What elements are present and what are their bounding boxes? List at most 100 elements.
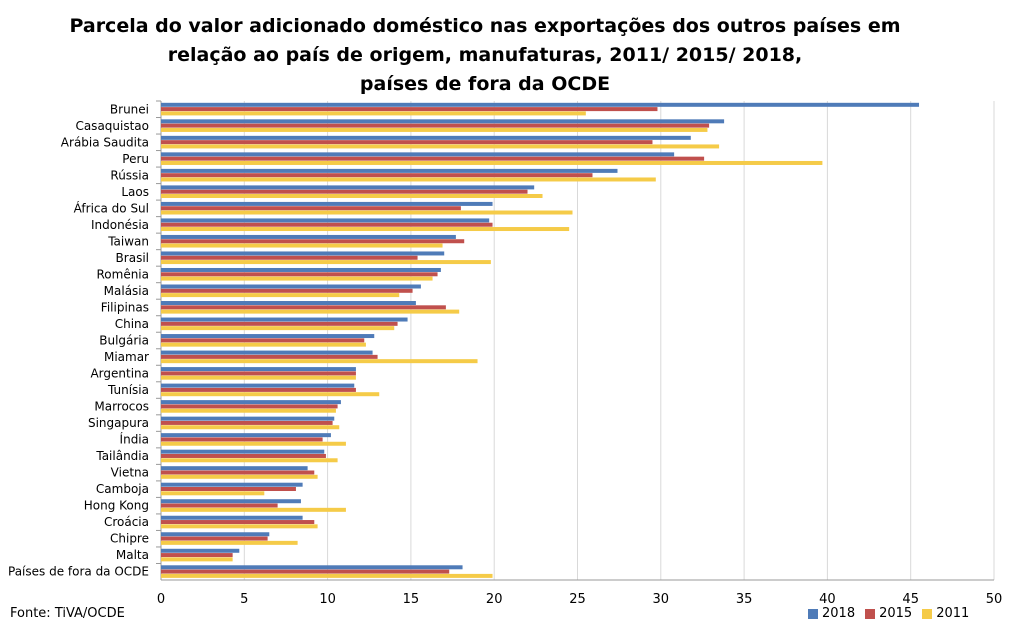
bar-2011 (161, 540, 298, 545)
bar-2015 (161, 487, 296, 492)
category-label: Malásia (104, 284, 149, 298)
bar-2011 (161, 309, 460, 314)
x-tick-label: 25 (569, 592, 586, 607)
bar-2018 (161, 565, 463, 570)
x-tick-label: 0 (157, 592, 165, 607)
category-label: Países de fora da OCDE (8, 565, 149, 579)
bar-2015 (161, 453, 326, 458)
x-tick-label: 40 (819, 592, 836, 607)
category-label: China (115, 317, 149, 331)
category-label: Índia (120, 432, 149, 447)
category-label: Singapura (88, 416, 149, 430)
bar-2018 (161, 334, 375, 339)
bar-2015 (161, 569, 450, 574)
legend: 2018 2015 2011 (808, 606, 969, 621)
bar-2011 (161, 425, 340, 430)
bar-2018 (161, 416, 335, 421)
chart-title-line: países de fora da OCDE (359, 73, 611, 95)
bar-2018 (161, 367, 356, 372)
category-label: Croácia (104, 515, 149, 529)
bar-2011 (161, 524, 318, 529)
category-label: Miamar (104, 350, 149, 364)
category-label: Indonésia (91, 218, 149, 232)
legend-label-2011: 2011 (936, 606, 970, 621)
category-label: Laos (121, 185, 149, 199)
bar-2015 (161, 173, 593, 178)
x-tick-label: 45 (902, 592, 919, 607)
category-label: Bulgária (99, 334, 149, 348)
bar-2015 (161, 536, 268, 541)
category-label: Brasil (116, 251, 149, 265)
bar-2011 (161, 342, 366, 347)
legend-swatch-2018 (808, 608, 818, 619)
bar-2018 (161, 532, 270, 537)
bar-2011 (161, 392, 380, 397)
bar-2018 (161, 267, 441, 272)
category-label: Camboja (96, 482, 149, 496)
bar-2011 (161, 491, 265, 496)
bar-2011 (161, 177, 656, 182)
category-label: Argentina (90, 367, 149, 381)
bar-2018 (161, 383, 355, 388)
x-tick-label: 20 (486, 592, 503, 607)
category-label: Arábia Saudita (61, 135, 149, 149)
x-tick-label: 50 (986, 592, 1003, 607)
legend-swatch-2015 (865, 608, 876, 619)
x-tick-label: 5 (240, 592, 248, 607)
bar-2018 (161, 185, 535, 190)
category-label: Brunei (110, 102, 149, 116)
bar-2011 (161, 276, 433, 281)
bar-2018 (161, 515, 303, 520)
bar-2015 (161, 239, 465, 244)
legend-label-2018: 2018 (822, 606, 856, 621)
bar-2015 (161, 140, 653, 145)
bar-2011 (161, 507, 346, 512)
category-label: Romênia (96, 267, 149, 281)
bar-2018 (161, 400, 341, 405)
x-tick-label: 30 (653, 592, 670, 607)
bar-2015 (161, 371, 356, 376)
bar-2015 (161, 338, 365, 343)
bar-2011 (161, 359, 478, 364)
bar-2018 (161, 284, 421, 289)
legend-item-2011: 2011 (922, 606, 969, 621)
x-tick-label: 35 (736, 592, 753, 607)
bar-2011 (161, 474, 318, 479)
bar-2011 (161, 260, 491, 265)
bar-2018 (161, 499, 301, 504)
category-label: Peru (122, 152, 149, 166)
bar-2015 (161, 503, 278, 508)
bar-2018 (161, 135, 691, 140)
bar-2015 (161, 189, 528, 194)
bar-2011 (161, 293, 400, 298)
bar-2015 (161, 272, 438, 277)
bar-2018 (161, 102, 920, 107)
legend-item-2015: 2015 (865, 606, 912, 621)
bar-2011 (161, 573, 493, 578)
category-label: Rússia (110, 168, 149, 182)
bar-2015 (161, 156, 705, 161)
bar-2015 (161, 288, 413, 293)
bar-2015 (161, 437, 323, 442)
bar-2011 (161, 193, 543, 198)
source-note: Fonte: TiVA/OCDE (10, 606, 125, 621)
legend-swatch-2011 (922, 608, 933, 619)
category-label: Hong Kong (84, 499, 149, 513)
bar-2018 (161, 350, 373, 355)
bar-2015 (161, 222, 493, 227)
bar-2011 (161, 375, 356, 380)
bar-2011 (161, 160, 823, 165)
bar-2015 (161, 107, 658, 112)
bar-2018 (161, 317, 408, 322)
bar-2018 (161, 251, 445, 256)
bar-2018 (161, 218, 490, 223)
legend-item-2018: 2018 (808, 606, 855, 621)
chart-title: Parcela do valor adicionado doméstico na… (0, 12, 970, 99)
bar-2015 (161, 470, 315, 475)
category-label: Tunísia (107, 383, 149, 397)
bar-2015 (161, 123, 710, 128)
bar-2011 (161, 243, 443, 248)
bar-2015 (161, 206, 461, 211)
bar-2018 (161, 234, 456, 239)
